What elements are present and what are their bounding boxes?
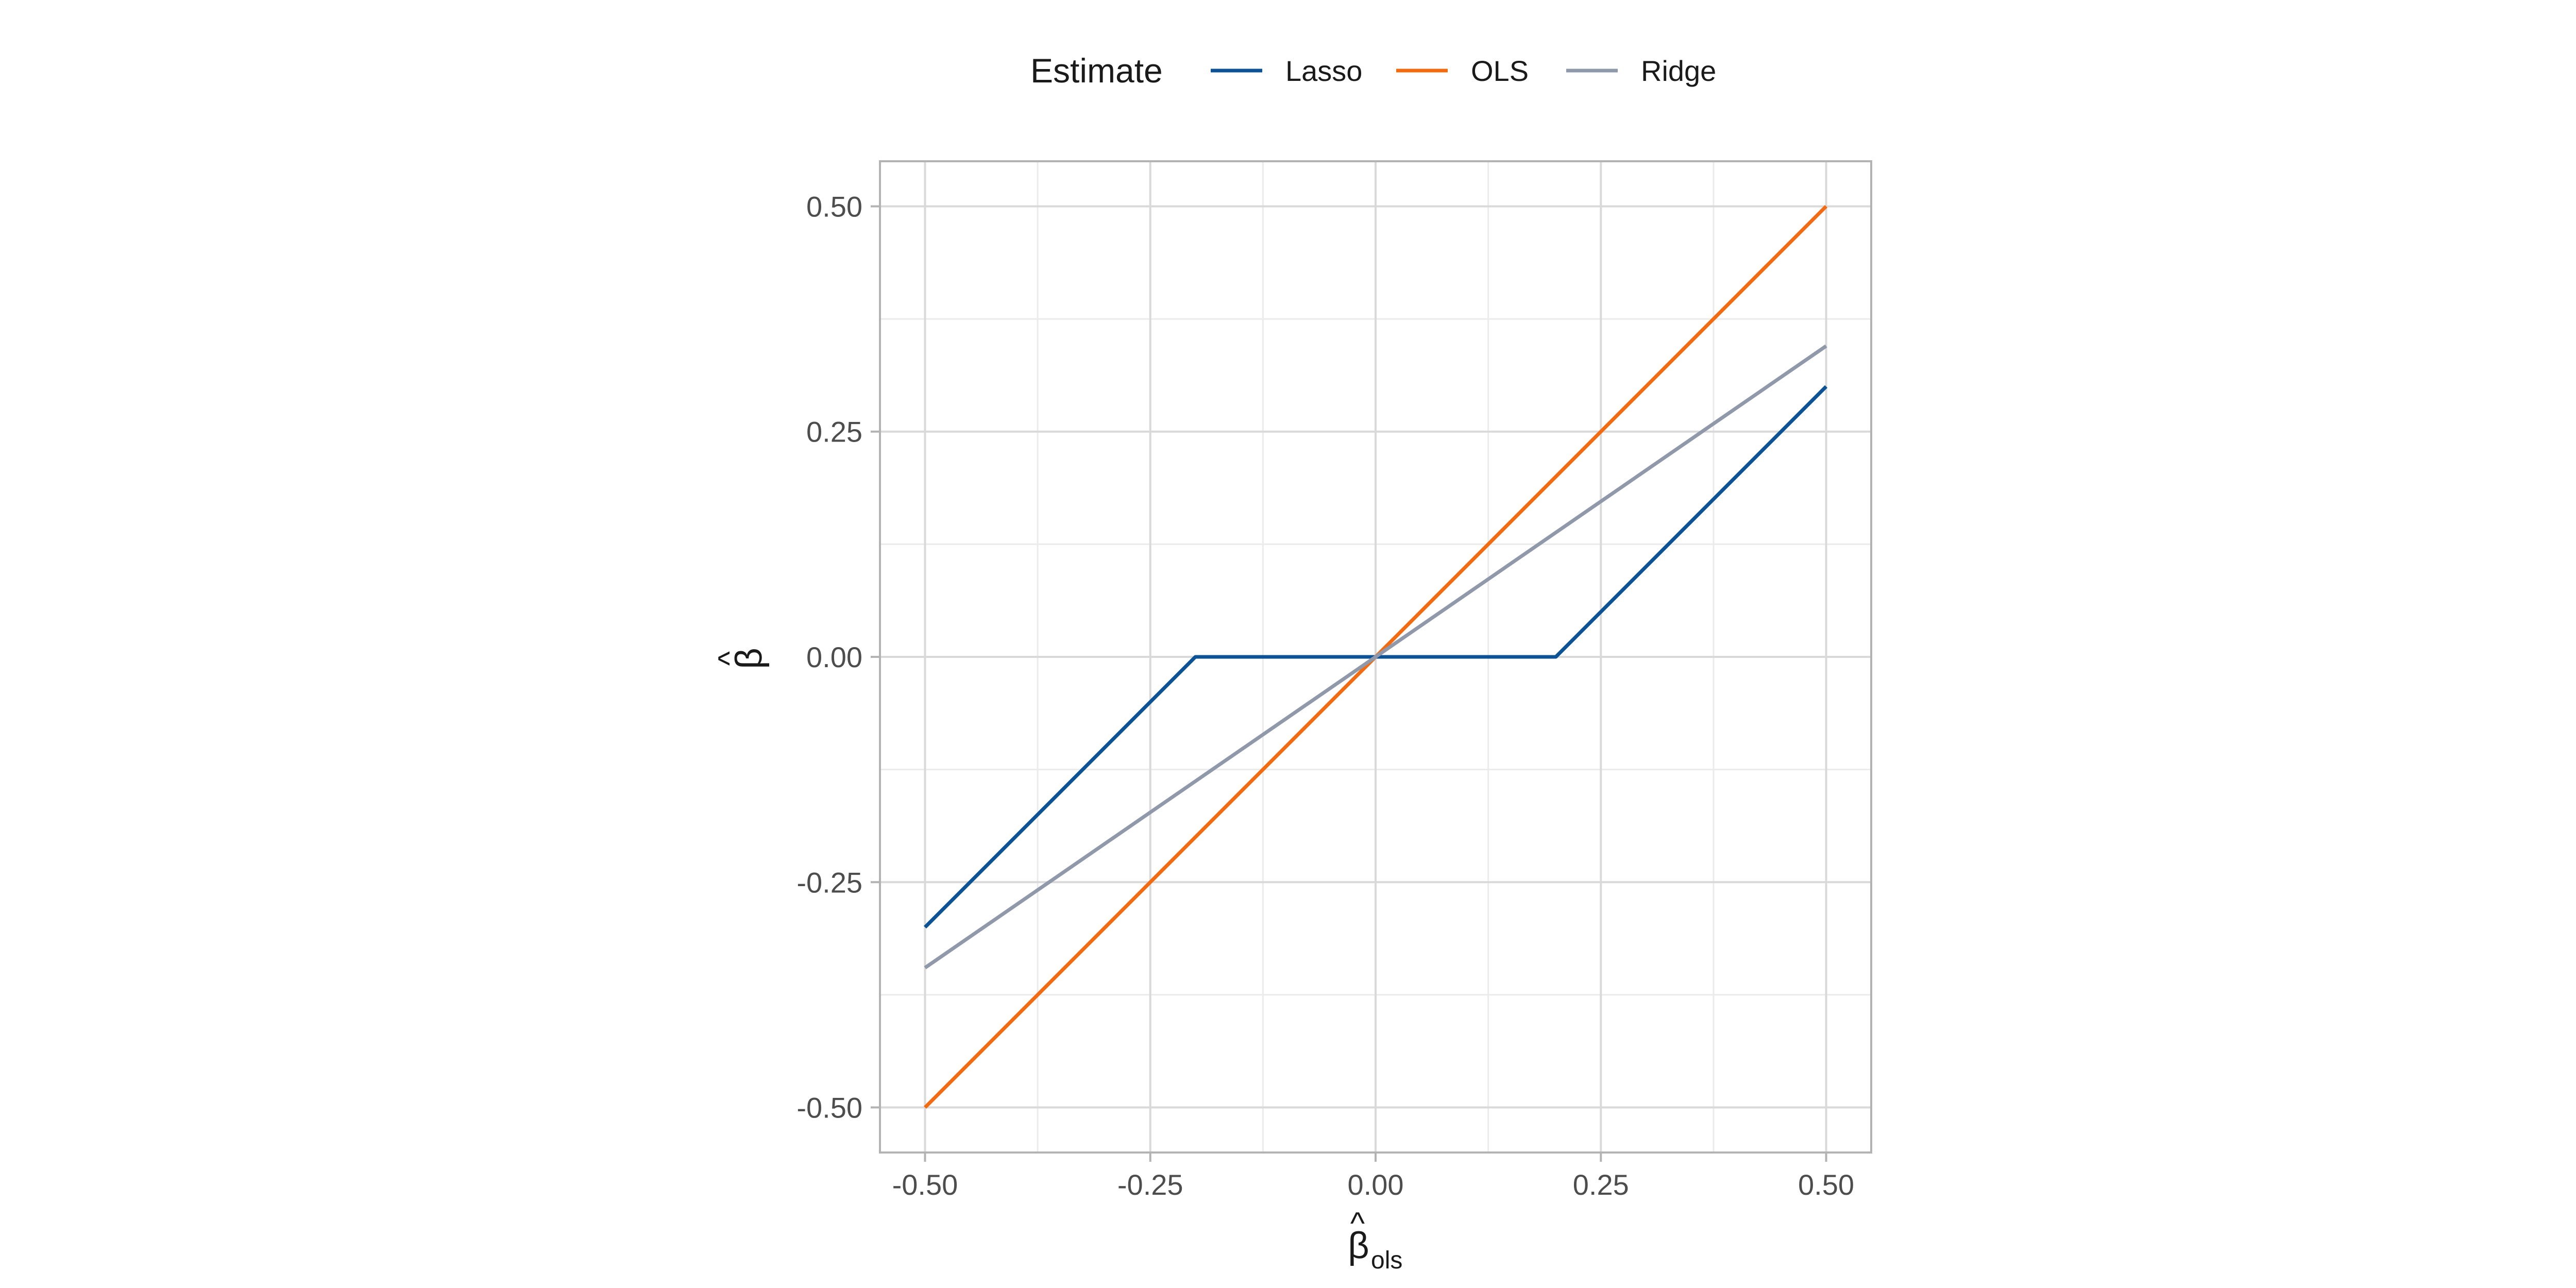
y-tick-label: 0.25 — [806, 416, 862, 448]
y-tick-label: 0.50 — [806, 190, 862, 223]
legend-label-ols: OLS — [1471, 55, 1529, 87]
x-tick-label: -0.50 — [892, 1168, 958, 1201]
legend-title: Estimate — [1030, 52, 1163, 90]
x-tick-label: -0.25 — [1117, 1168, 1183, 1201]
x-tick-label: 0.25 — [1573, 1168, 1629, 1201]
plot-area — [879, 160, 1872, 1154]
legend: Estimate Lasso OLS Ridge — [1030, 52, 1716, 90]
x-tick-label: 0.00 — [1348, 1168, 1404, 1201]
y-tick-label: -0.50 — [796, 1092, 862, 1124]
y-tick-label: 0.00 — [806, 641, 862, 673]
x-axis-label: ^ β ols — [1348, 1206, 1402, 1274]
x-tick-label: 0.50 — [1798, 1168, 1854, 1201]
x-axis: -0.50 -0.25 0.00 0.25 0.50 — [892, 1153, 1854, 1201]
series-line-ridge — [924, 344, 1827, 970]
legend-label-ridge: Ridge — [1641, 55, 1716, 87]
series-lines — [923, 205, 1828, 1109]
x-axis-label-subscript: ols — [1371, 1247, 1402, 1274]
y-tick-label: -0.25 — [796, 866, 862, 899]
x-axis-label-symbol: β — [1348, 1225, 1369, 1266]
legend-label-lasso: Lasso — [1285, 55, 1362, 87]
y-axis: -0.50 -0.25 0.00 0.25 0.50 — [796, 190, 880, 1124]
y-axis-label: ^ β — [712, 648, 770, 669]
y-axis-label-symbol: β — [728, 648, 770, 669]
x-axis-label-hat: ^ — [1350, 1206, 1365, 1241]
y-axis-label-hat: ^ — [712, 651, 747, 666]
